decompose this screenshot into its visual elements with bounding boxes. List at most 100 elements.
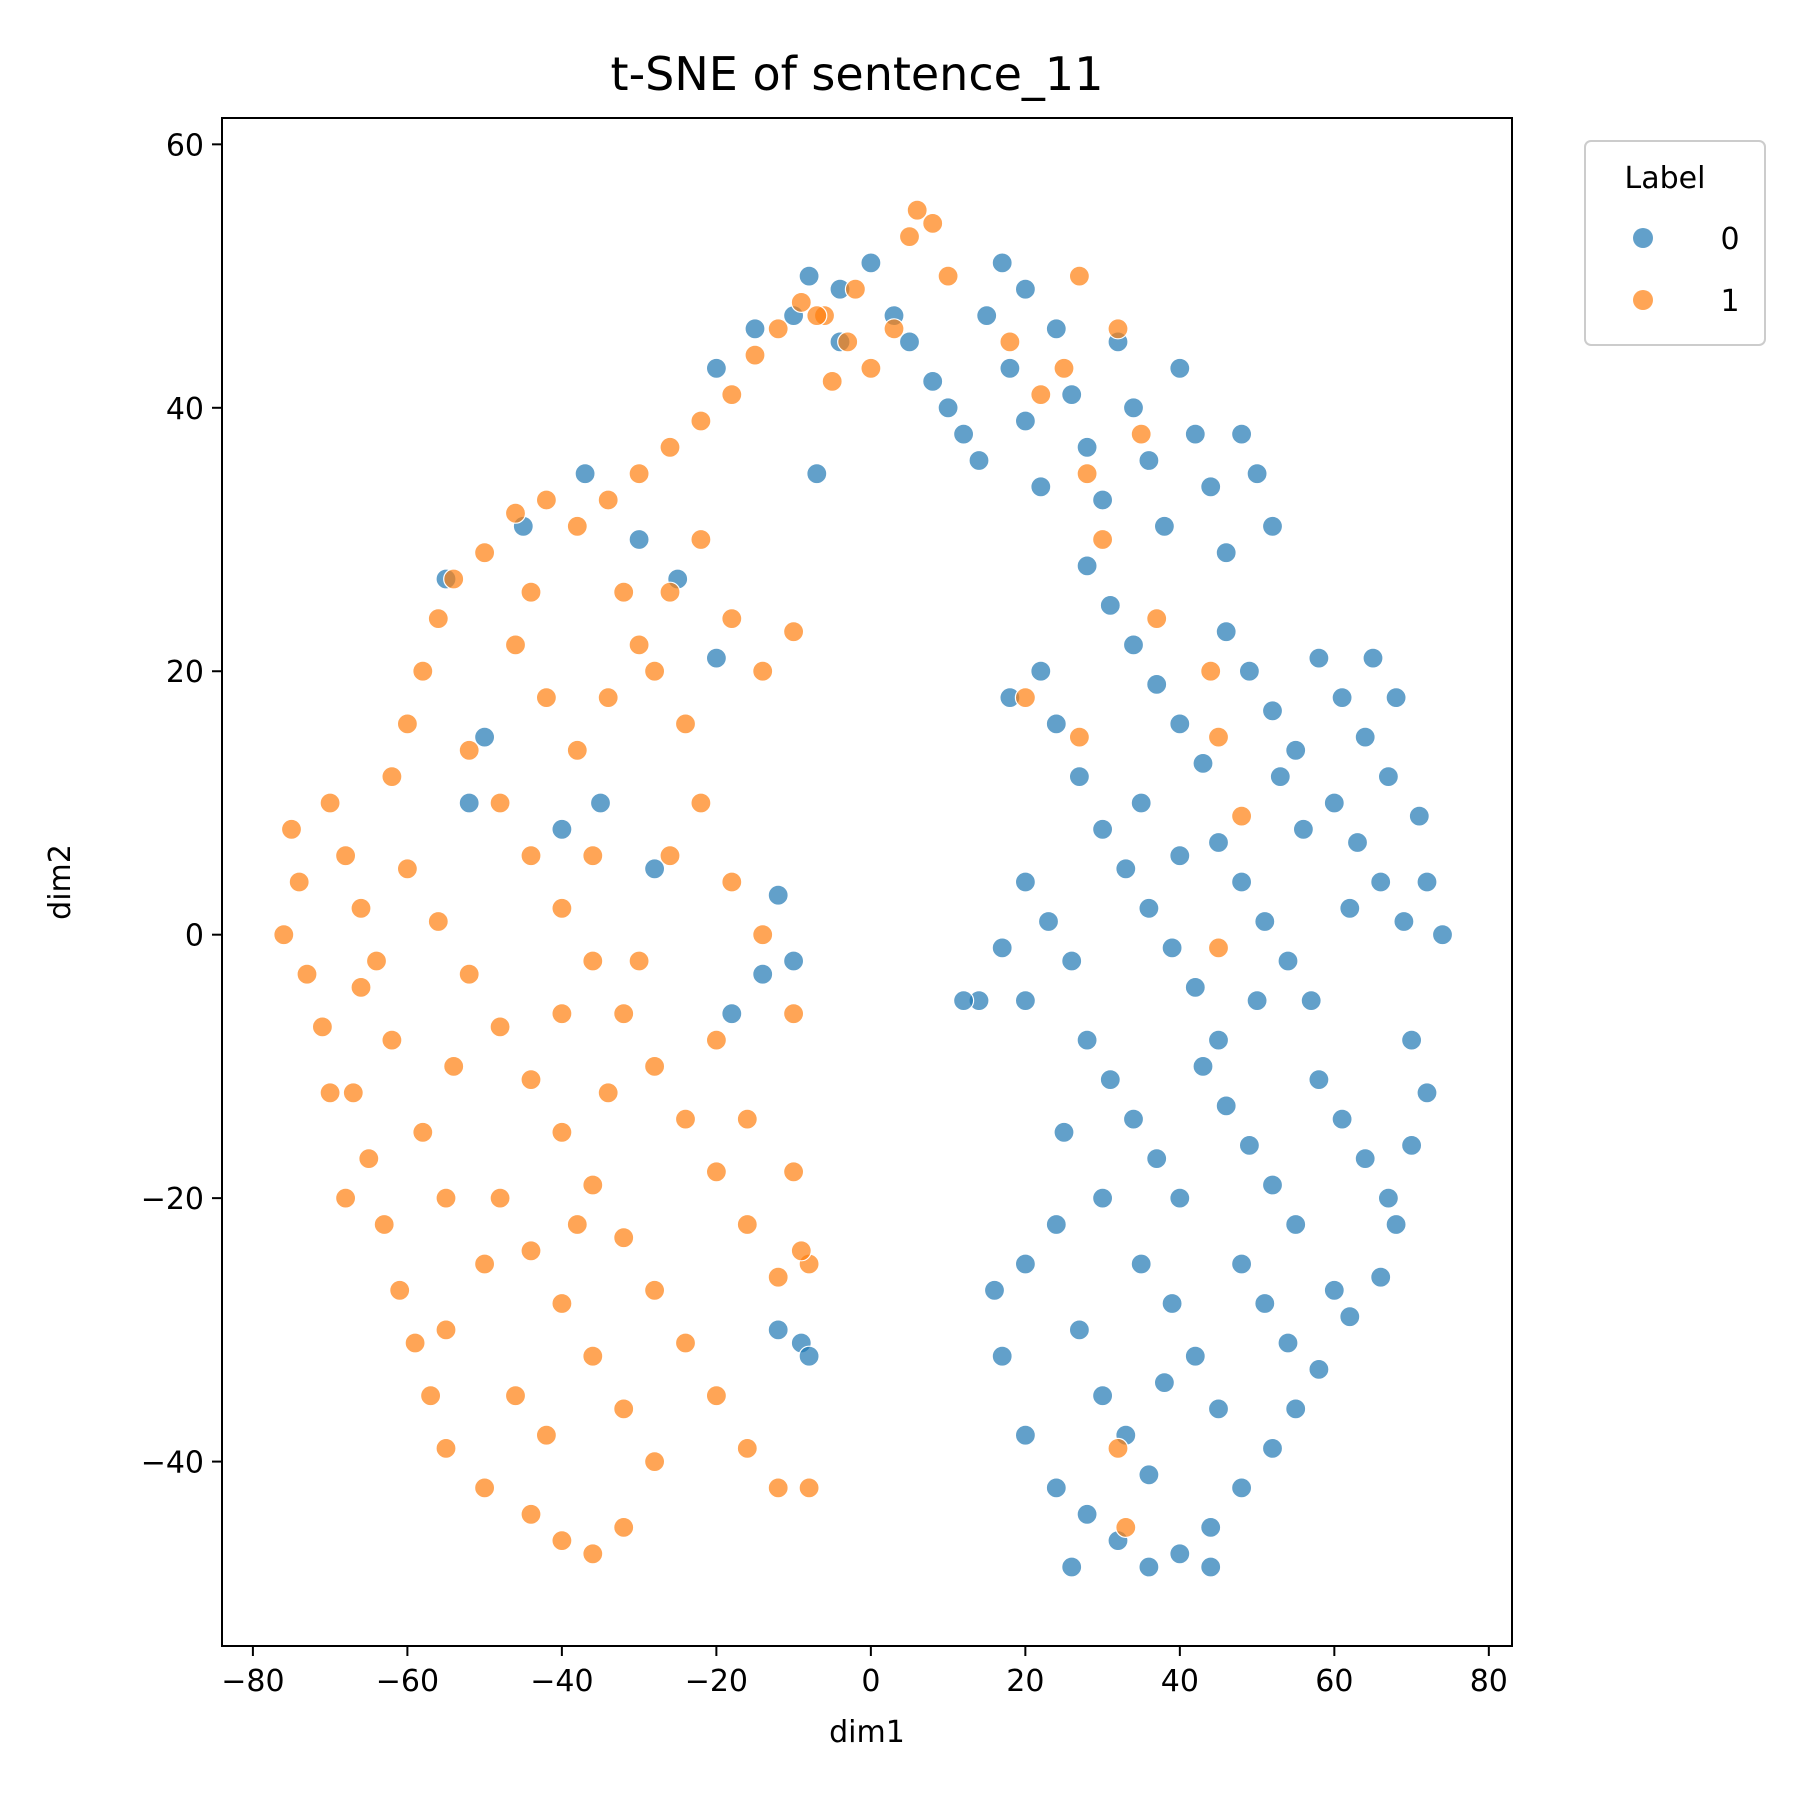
scatter-point-label-1: [435, 1319, 457, 1341]
scatter-point-label-0: [574, 463, 596, 485]
scatter-point-label-1: [427, 607, 449, 630]
scatter-point-label-1: [1091, 528, 1114, 551]
scatter-point-label-1: [381, 765, 403, 788]
y-axis: −40 −20 0 20 40 60: [141, 128, 222, 1481]
scatter-point-label-1: [674, 1332, 697, 1354]
scatter-point-label-1: [365, 950, 388, 972]
scatter-point-label-0: [744, 318, 766, 340]
scatter-point-label-0: [1377, 765, 1400, 788]
scatter-point-label-1: [767, 318, 789, 340]
scatter-point-label-0: [1269, 765, 1291, 788]
scatter-point-label-1: [443, 568, 465, 590]
scatter-point-label-1: [582, 1174, 604, 1196]
scatter-point-label-1: [474, 1477, 496, 1499]
scatter-point-label-0: [1261, 515, 1284, 537]
scatter-point-label-0: [1300, 989, 1322, 1012]
scatter-point-label-0: [1076, 555, 1098, 577]
scatter-point-label-0: [1014, 1253, 1037, 1275]
scatter-point-label-0: [1091, 489, 1114, 511]
scatter-point-label-1: [844, 278, 867, 300]
scatter-point-label-1: [319, 792, 341, 814]
scatter-point-label-0: [1292, 818, 1315, 840]
scatter-point-label-0: [952, 989, 975, 1012]
scatter-point-label-1: [1200, 660, 1222, 682]
x-tick-label: −20: [685, 1664, 748, 1699]
scatter-point-label-0: [1045, 713, 1067, 735]
scatter-point-label-0: [1215, 621, 1237, 643]
scatter-point-label-1: [489, 1187, 511, 1209]
scatter-point-label-1: [582, 950, 604, 972]
scatter-point-label-0: [1061, 1556, 1083, 1578]
scatter-point-label-1: [566, 1213, 588, 1236]
scatter-point-label-1: [489, 792, 511, 814]
scatter-point-label-0: [1277, 1332, 1299, 1354]
scatter-point-label-1: [1068, 726, 1091, 748]
scatter-point-label-0: [1184, 976, 1206, 999]
scatter-point-label-1: [628, 634, 650, 656]
scatter-point-label-0: [1207, 1398, 1230, 1420]
scatter-point-label-0: [1207, 1029, 1230, 1051]
scatter-point-label-0: [1308, 1068, 1330, 1091]
legend-label-1: 1: [1720, 284, 1739, 319]
scatter-point-label-0: [1385, 1213, 1407, 1236]
scatter-point-label-0: [1323, 792, 1345, 814]
scatter-point-label-0: [782, 950, 805, 972]
x-tick-label: 0: [861, 1664, 880, 1699]
scatter-point-label-1: [582, 845, 604, 867]
scatter-point-label-1: [1207, 937, 1230, 959]
scatter-point-label-0: [1416, 1082, 1438, 1104]
scatter-point-label-1: [736, 1437, 758, 1460]
scatter-point-label-1: [1107, 318, 1129, 340]
scatter-point-label-0: [1138, 449, 1160, 472]
scatter-point-label-1: [906, 199, 928, 221]
x-tick-label: −80: [221, 1664, 284, 1699]
scatter-point-label-1: [597, 489, 619, 511]
plot-area: [222, 118, 1512, 1646]
scatter-point-label-1: [1053, 357, 1075, 379]
scatter-point-label-1: [535, 686, 558, 709]
scatter-point-label-1: [350, 897, 372, 919]
scatter-point-label-0: [1377, 1187, 1400, 1209]
scatter-point-label-1: [443, 1055, 465, 1078]
scatter-point-label-1: [705, 1029, 728, 1051]
scatter-point-label-1: [342, 1082, 364, 1104]
scatter-point-label-0: [1061, 384, 1083, 406]
scatter-point-label-0: [1215, 542, 1237, 564]
scatter-point-label-1: [489, 1016, 511, 1038]
scatter-point-label-0: [589, 792, 612, 814]
scatter-point-label-1: [898, 226, 921, 248]
scatter-point-label-0: [1068, 1319, 1091, 1341]
scatter-point-label-0: [1030, 660, 1052, 682]
scatter-point-label-1: [767, 1477, 789, 1499]
scatter-point-label-0: [1130, 1253, 1152, 1275]
scatter-point-label-1: [790, 291, 812, 313]
scatter-point-label-1: [566, 515, 588, 537]
scatter-point-label-0: [458, 792, 480, 814]
scatter-point-label-1: [396, 858, 418, 880]
scatter-point-label-1: [1130, 423, 1152, 445]
scatter-point-label-1: [721, 871, 743, 893]
scatter-point-label-0: [1230, 1253, 1253, 1275]
scatter-point-label-1: [613, 1516, 635, 1539]
x-tick-label: 20: [1006, 1664, 1044, 1699]
scatter-point-label-1: [551, 897, 573, 919]
scatter-point-label-0: [1061, 950, 1083, 972]
scatter-point-label-0: [898, 331, 921, 353]
scatter-point-label-1: [435, 1187, 457, 1209]
scatter-point-label-1: [643, 1055, 666, 1078]
scatter-point-label-0: [1370, 871, 1392, 893]
scatter-point-label-1: [535, 1424, 558, 1446]
scatter-point-label-0: [1200, 1516, 1222, 1539]
scatter-point-label-0: [1192, 1055, 1214, 1078]
scatter-point-label-1: [458, 963, 480, 985]
scatter-point-label-0: [806, 463, 828, 485]
scatter-point-label-0: [1254, 910, 1276, 933]
scatter-point-label-1: [883, 318, 905, 340]
y-tick-label: −40: [141, 1446, 204, 1481]
scatter-point-label-1: [566, 739, 588, 761]
scatter-point-label-1: [767, 1266, 789, 1288]
scatter-point-label-1: [1107, 1437, 1129, 1460]
scatter-point-label-0: [1393, 910, 1415, 933]
